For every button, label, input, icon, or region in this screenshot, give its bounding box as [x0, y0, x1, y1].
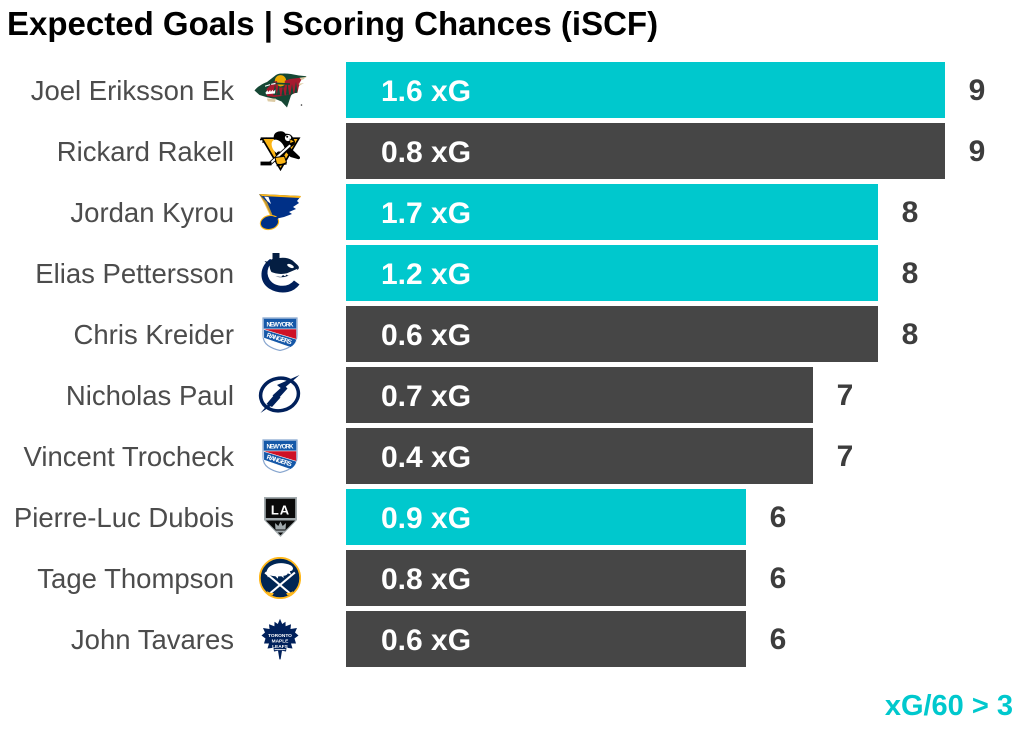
svg-text:MAPLE: MAPLE: [272, 638, 290, 644]
svg-text:NEW YORK: NEW YORK: [267, 444, 295, 451]
svg-text:NEW YORK: NEW YORK: [267, 322, 295, 329]
svg-text:LEAFS: LEAFS: [272, 644, 289, 650]
svg-text:LA: LA: [270, 502, 289, 517]
svg-text:TORONTO: TORONTO: [268, 633, 292, 639]
